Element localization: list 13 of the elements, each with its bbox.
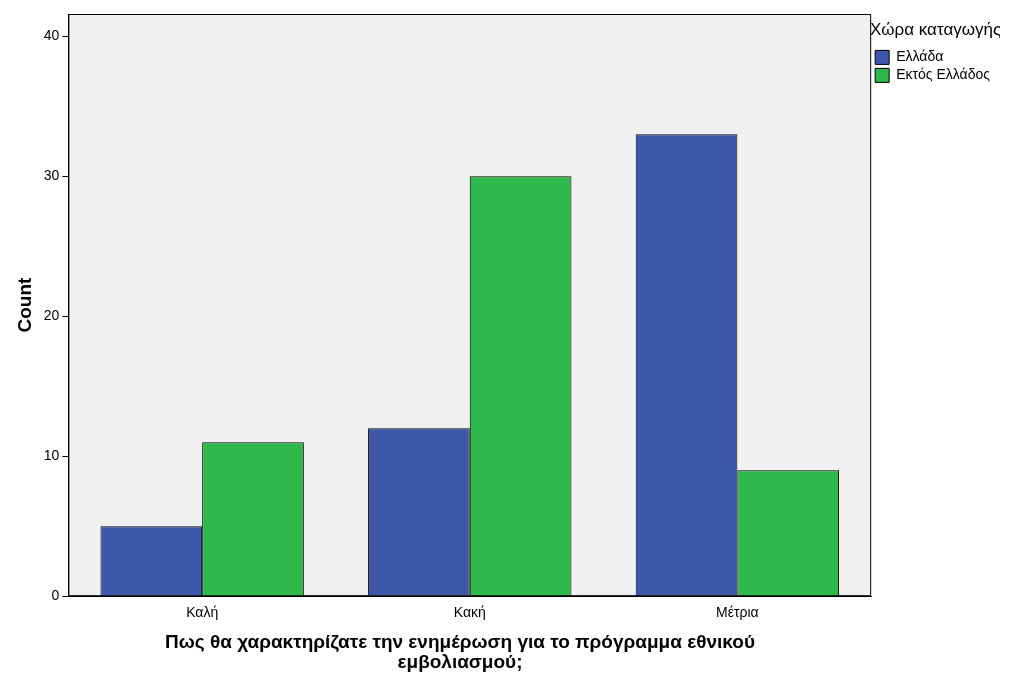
y-axis-title: Count [13, 277, 35, 333]
x-tick-label: Καλή [186, 604, 219, 621]
y-tick-label: 20 [43, 307, 60, 324]
y-tick-label: 40 [43, 27, 60, 44]
y-tick-label: 10 [43, 447, 60, 464]
x-tick-label: Κακή [453, 604, 486, 621]
y-tick-label: 30 [43, 167, 60, 184]
legend-label: Ελλάδα [896, 48, 944, 65]
y-tick-label: 0 [51, 587, 60, 604]
x-axis-title: Πως θα χαρακτηρίζατε την ενημέρωση για το πρόγραμμα εθνικού εμβολιασμού; [164, 631, 756, 672]
x-tick-label: Μέτρια [716, 604, 759, 621]
legend-label: Εκτός Ελλάδος [896, 66, 991, 83]
legend-title: Χώρα καταγωγής [869, 20, 1002, 40]
